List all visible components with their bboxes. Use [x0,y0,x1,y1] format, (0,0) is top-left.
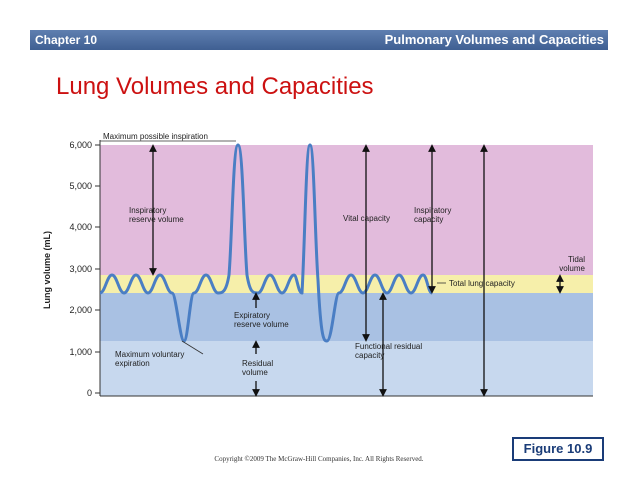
tick-label-5000: 5,000 [69,181,92,191]
tick-marks [95,144,100,394]
erv-label-line1: Expiratory [234,311,270,320]
max-inspiration-label: Maximum possible inspiration [103,132,208,141]
irv-label-line2: reserve volume [129,215,184,224]
max-expiration-label-line2: expiration [115,359,150,368]
tick-label-4000: 4,000 [69,222,92,232]
frc-label-line1: Functional residual [355,342,422,351]
header-bar: Chapter 10 Pulmonary Volumes and Capacit… [30,30,608,50]
irv-band [100,145,593,275]
slide-title: Lung Volumes and Capacities [56,73,374,100]
tick-label-1000: 1,000 [69,347,92,357]
breathing-trace [99,143,433,343]
max-expiration-label-line1: Maximum voluntary [115,350,184,359]
chapter-label: Chapter 10 [35,33,98,47]
ic-label-line1: Inspiratory [414,206,451,215]
tick-label-2000: 2,000 [69,305,92,315]
tick-label-0: 0 [87,388,92,398]
tick-label-6000: 6,000 [69,140,92,150]
rv-label-line2: volume [242,368,268,377]
tidal-label-line1: Tidal [568,255,585,264]
tidal-label-line2: volume [559,264,585,273]
tick-label-3000: 3,000 [69,264,92,274]
frc-label-line2: capacity [355,351,384,360]
max-expiration-leader [181,340,204,355]
rv-label-line1: Residual [242,359,273,368]
vital-capacity-label: Vital capacity [343,214,390,223]
copyright-notice: Copyright ©2009 The McGraw-Hill Companie… [214,455,424,463]
residual-band [100,341,593,396]
erv-label-line2: reserve volume [234,320,289,329]
figure-label: Figure 10.9 [512,437,604,461]
tlc-label: Total lung capacity [449,279,515,288]
irv-label-line1: Inspiratory [129,206,166,215]
y-axis-label: Lung volume (mL) [42,231,52,309]
ic-label-line2: capacity [414,215,443,224]
section-title: Pulmonary Volumes and Capacities [384,32,604,47]
